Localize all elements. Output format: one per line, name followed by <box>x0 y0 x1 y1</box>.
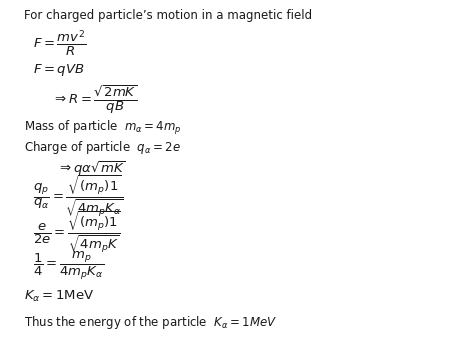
Text: $F = qVB$: $F = qVB$ <box>33 62 85 78</box>
Text: $\Rightarrow q\alpha\sqrt{mK}$: $\Rightarrow q\alpha\sqrt{mK}$ <box>57 159 126 178</box>
Text: Mass of particle  $m_{\alpha} = 4m_p$: Mass of particle $m_{\alpha} = 4m_p$ <box>24 119 181 137</box>
Text: Charge of particle  $q_{\alpha} = 2e$: Charge of particle $q_{\alpha} = 2e$ <box>24 139 181 156</box>
Text: $\dfrac{q_p}{q_{\alpha}} = \dfrac{\sqrt{(m_p)1}}{\sqrt{4m_p K_{\alpha}}}$: $\dfrac{q_p}{q_{\alpha}} = \dfrac{\sqrt{… <box>33 173 124 219</box>
Text: $\Rightarrow R = \dfrac{\sqrt{2mK}}{qB}$: $\Rightarrow R = \dfrac{\sqrt{2mK}}{qB}$ <box>52 83 137 116</box>
Text: Thus the energy of the particle  $K_{\alpha} = 1MeV$: Thus the energy of the particle $K_{\alp… <box>24 314 277 331</box>
Text: For charged particle’s motion in a magnetic field: For charged particle’s motion in a magne… <box>24 9 312 22</box>
Text: $\dfrac{e}{2e} = \dfrac{\sqrt{(m_p)1}}{\sqrt{4m_p K}}$: $\dfrac{e}{2e} = \dfrac{\sqrt{(m_p)1}}{\… <box>33 209 121 255</box>
Text: $\dfrac{1}{4} = \dfrac{m_p}{4m_p K_{\alpha}}$: $\dfrac{1}{4} = \dfrac{m_p}{4m_p K_{\alp… <box>33 250 104 282</box>
Text: $K_{\alpha} = 1\mathrm{MeV}$: $K_{\alpha} = 1\mathrm{MeV}$ <box>24 289 94 304</box>
Text: $F = \dfrac{mv^2}{R}$: $F = \dfrac{mv^2}{R}$ <box>33 28 87 58</box>
